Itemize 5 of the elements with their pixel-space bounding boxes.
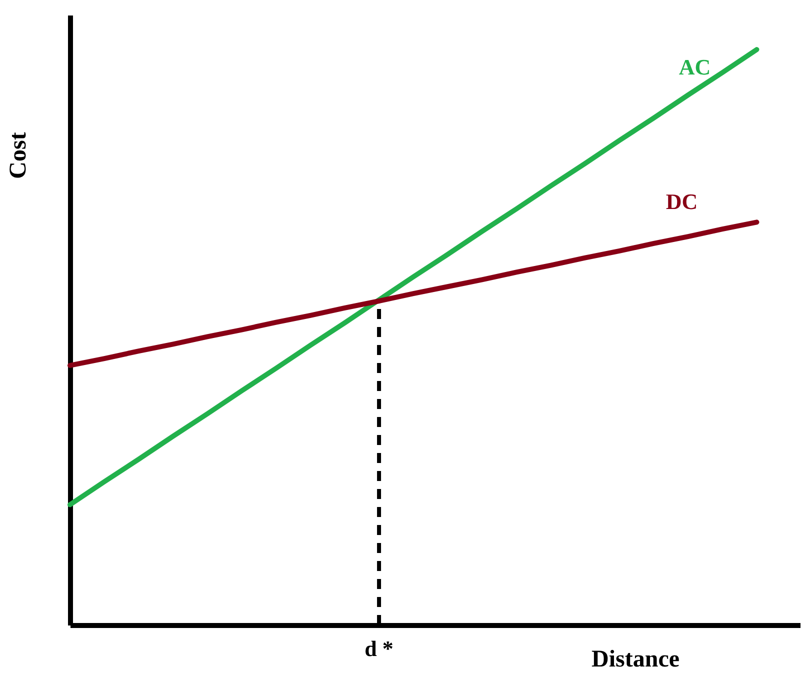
x-axis-title: Distance [592, 646, 680, 672]
text: d * [364, 636, 394, 661]
series-label: AC [678, 54, 711, 80]
y-axis-title: Cost [6, 132, 32, 179]
series-label: DC [666, 189, 698, 214]
